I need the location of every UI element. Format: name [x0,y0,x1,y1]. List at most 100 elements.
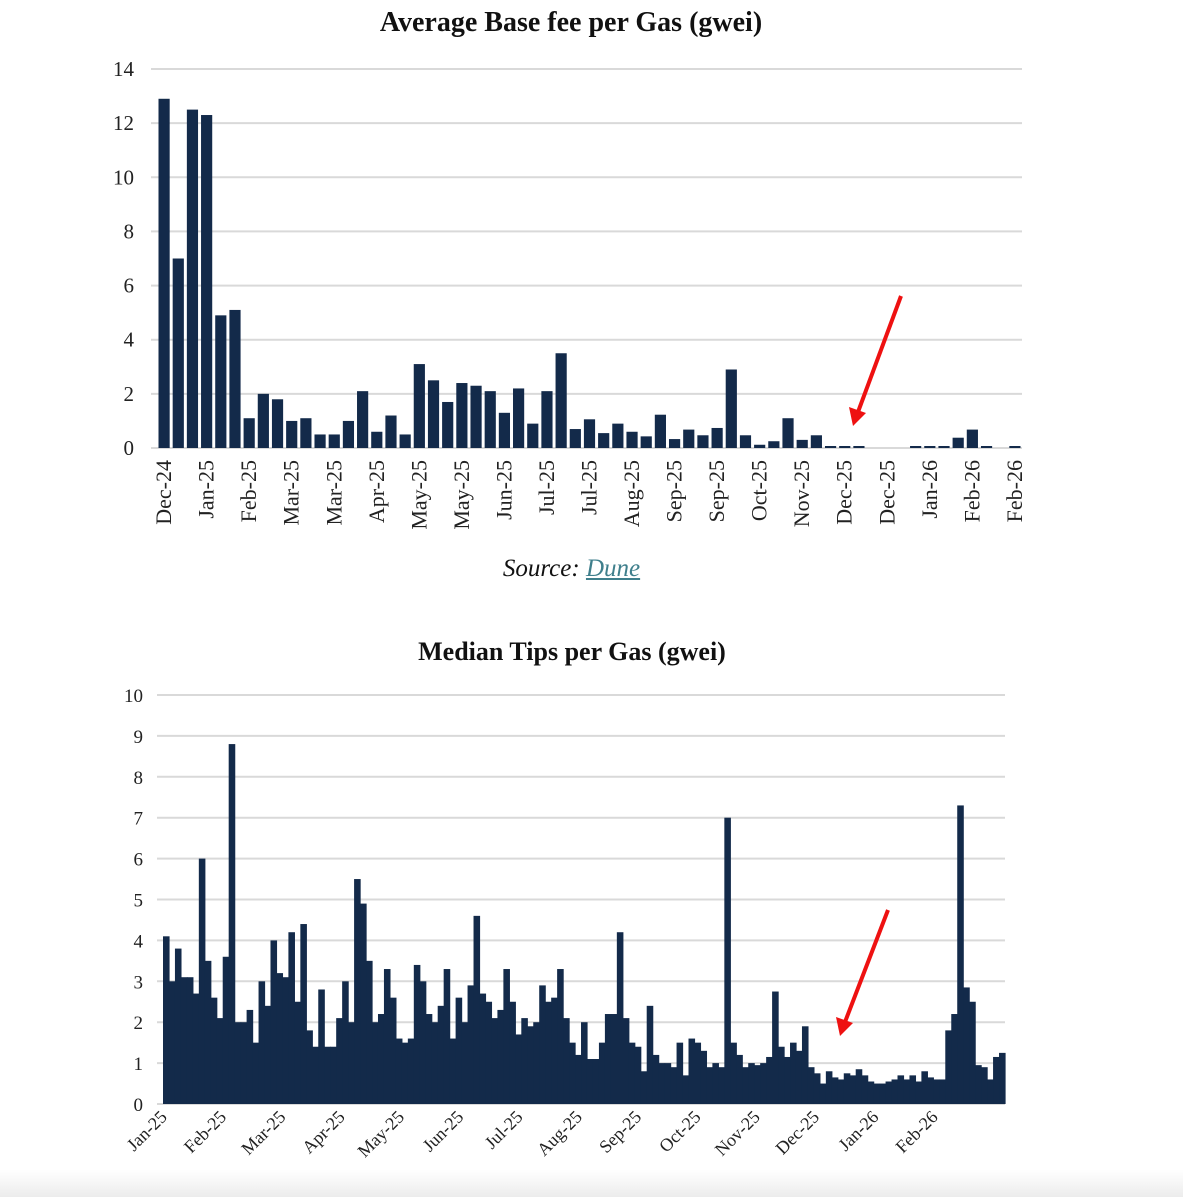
base-fee-bar [910,446,922,448]
median-tips-bar [288,932,295,1104]
median-tips-bar [766,1056,773,1104]
median-tips-bar [503,969,510,1104]
y-tick-label: 10 [113,165,134,189]
base-fee-bar [1009,446,1021,448]
median-tips-bar [300,924,307,1104]
median-tips-bar [742,1067,749,1104]
median-tips-bar [957,805,964,1104]
base-fee-bar [456,383,468,448]
x-tick-label: Sep-25 [662,460,687,522]
median-tips-bar [509,1001,516,1104]
median-tips-bar [336,1018,343,1104]
median-tips-bar [586,1059,594,1104]
median-tips-bar [551,997,558,1104]
base-fee-bar [824,446,837,448]
median-tips-bar [180,977,188,1104]
y-tick-label: 4 [124,328,135,352]
base-fee-bar [385,415,397,448]
base-fee-bar [300,418,312,448]
base-fee-bar [442,401,454,448]
median-tips-bar [204,960,212,1104]
median-tips-chart: 0 1 2 3 4 5 6 7 8 9 10 Jan-25 Feb-25 Mar-25 Apr-25 May-… [123,686,1006,1161]
median-tips-bar [760,1063,767,1104]
median-tips-bar [377,1014,385,1104]
median-tips-bar [688,1038,696,1104]
median-tips-bar [664,1063,672,1104]
x-tick-label: Feb-25 [180,1107,230,1157]
x-tick-label: Mar-25 [279,460,304,526]
x-tick-label: Mar-25 [321,460,346,526]
median-tips-bar [467,985,475,1104]
y-tick-label: 9 [134,727,144,748]
median-tips-bar [348,1022,355,1104]
x-tick-label: Jul-25 [577,460,602,515]
chart2-title: Median Tips per Gas (gwei) [418,637,726,666]
base-fee-bar [186,109,199,448]
y-tick-label: 6 [134,850,144,871]
x-tick-label: May-25 [406,460,431,530]
median-tips-bar [987,1079,994,1104]
median-tips-bar [557,969,564,1104]
base-fee-bar [328,434,340,448]
median-tips-bar [718,1067,725,1104]
median-tips-bar [366,960,373,1104]
median-tips-bar [276,973,284,1104]
x-tick-label: Dec-25 [772,1107,824,1159]
base-fee-bar [626,431,638,448]
base-fee-bar [215,315,227,448]
median-tips-bar [616,932,624,1104]
x-tick-label: Apr-25 [298,1107,349,1158]
base-fee-bar [527,423,539,448]
x-tick-label: Nov-25 [789,460,814,527]
median-tips-bar [431,1022,439,1104]
base-fee-bar [938,446,950,448]
x-tick-label: Dec-25 [832,460,857,525]
base-fee-bar [555,353,567,448]
median-tips-bar [312,1046,319,1104]
base-fee-bar [612,423,624,448]
base-fee-bar [810,435,822,448]
median-tips-bar [706,1067,713,1104]
arrow-annotation-2 [843,909,890,1023]
x-tick-label: Sep-25 [595,1107,645,1157]
arrow-head-2 [836,1017,853,1036]
median-tips-bar [676,1042,684,1104]
median-tips-bar [795,1050,803,1104]
median-tips-bar [819,1083,827,1104]
x-tick-label: Apr-25 [364,460,389,523]
median-tips-bar [969,1001,976,1104]
base-fee-bar [413,364,425,448]
base-fee-bar [314,434,326,448]
median-tips-bar [216,1018,224,1104]
median-tips-bar [228,744,236,1104]
base-fee-bar [952,437,964,448]
source-link-dune[interactable]: Dune [585,555,641,582]
y-tick-label: 3 [134,972,144,993]
median-tips-bar [306,1030,313,1104]
x-tick-label: Jul-25 [481,1107,527,1153]
base-fee-bar [484,391,496,448]
median-tips-bar [598,1042,606,1104]
arrow-head-1 [849,407,866,426]
x-tick-label: Jan-25 [194,460,219,519]
median-tips-bar [425,1014,433,1104]
median-tips-bar [246,1009,254,1104]
arrow-annotation-1 [856,295,903,413]
median-tips-bar [837,1079,845,1104]
median-tips-bar [843,1073,851,1104]
y-tick-label: 8 [124,219,135,243]
median-tips-bar [383,969,391,1104]
median-tips-bar [443,969,451,1104]
base-fee-bar [640,436,652,448]
median-tips-bar [981,1067,988,1104]
median-tips-bar [354,879,361,1104]
median-tips-bar [515,1034,522,1104]
median-tips-bar [622,1018,630,1104]
base-fee-bar [342,420,355,448]
x-tick-label: May-25 [449,460,474,530]
median-tips-bar [754,1065,761,1104]
median-tips-bar [563,1018,570,1104]
y-tick-label: 1 [134,1054,144,1075]
x-tick-label: Dec-25 [874,460,899,525]
y-tick-label: 2 [134,1013,144,1034]
